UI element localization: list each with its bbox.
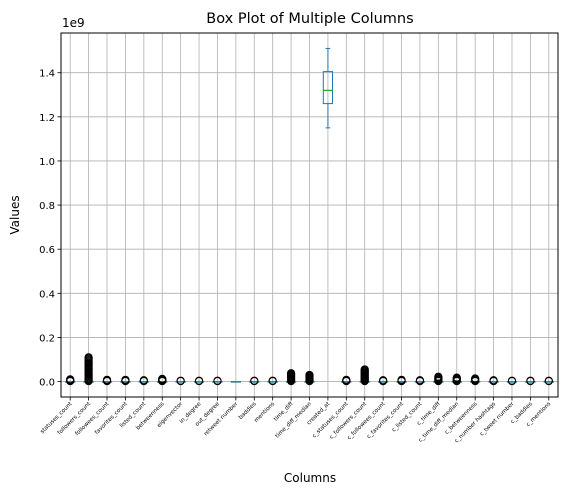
y-tick-label: 1.4 <box>39 69 55 80</box>
box-22 <box>470 374 481 386</box>
box-13 <box>304 370 315 386</box>
plot-area <box>60 32 559 398</box>
box-body <box>322 71 334 105</box>
flier-point <box>268 376 277 385</box>
box-6 <box>175 376 186 386</box>
grid-lines <box>61 33 558 397</box>
box-25 <box>525 376 536 386</box>
flier-point <box>342 375 351 384</box>
box-18 <box>396 375 407 386</box>
flier-point <box>471 374 480 383</box>
flier-point <box>121 375 130 384</box>
flier-point <box>84 353 93 362</box>
box-11 <box>267 376 278 386</box>
box-4 <box>138 376 149 386</box>
box-23 <box>488 376 499 386</box>
box-2 <box>101 375 113 386</box>
x-axis-label: Columns <box>284 471 336 485</box>
flier-point <box>176 376 185 385</box>
flier-point <box>379 376 388 385</box>
y-axis-ticks: 0.0 0.2 0.4 0.6 0.8 1.0 1.2 1.4 <box>39 69 61 389</box>
flier-point <box>360 365 369 374</box>
flier-point <box>434 372 443 381</box>
box-21 <box>451 373 462 386</box>
flier-point <box>544 376 553 385</box>
y-tick-label: 0.0 <box>39 378 55 389</box>
box-14 <box>322 47 334 129</box>
flier-point <box>139 376 148 385</box>
flier-point <box>415 376 425 385</box>
box-17 <box>378 376 389 386</box>
chart-title: Box Plot of Multiple Columns <box>206 11 413 27</box>
flier-point <box>158 374 167 384</box>
box-24 <box>506 376 518 386</box>
flier-point <box>452 373 461 382</box>
box-15 <box>341 375 352 386</box>
box-7 <box>193 376 205 386</box>
flier-point <box>305 370 314 380</box>
flier-point <box>507 376 517 385</box>
box-8 <box>212 376 223 386</box>
box-1 <box>83 353 94 386</box>
box-10 <box>249 376 260 386</box>
flier-point <box>526 376 535 385</box>
box-16 <box>359 365 370 386</box>
flier-point <box>397 375 406 384</box>
y-tick-label: 1.0 <box>39 157 55 168</box>
flier-point <box>194 376 204 385</box>
box-19 <box>414 376 426 386</box>
boxes <box>65 47 554 386</box>
flier-point <box>250 376 259 385</box>
box-26 <box>543 376 554 386</box>
y-tick-label: 0.4 <box>39 289 55 300</box>
y-tick-label: 0.6 <box>39 245 55 256</box>
box-0 <box>65 375 76 386</box>
y-tick-label: 1.2 <box>39 113 55 124</box>
box-5 <box>157 374 168 386</box>
box-9 <box>230 380 241 383</box>
flier-point <box>102 375 112 384</box>
box-20 <box>433 372 444 386</box>
flier-point <box>489 376 498 385</box>
flier-point <box>66 375 75 384</box>
box-12 <box>285 369 297 386</box>
y-axis-label: Values <box>8 195 22 234</box>
y-tick-label: 0.8 <box>39 201 55 212</box>
flier-point <box>286 369 296 378</box>
y-offset-label: 1e9 <box>62 16 85 30</box>
flier-point <box>213 376 222 385</box>
y-tick-label: 0.2 <box>39 333 55 344</box>
box-3 <box>120 375 131 386</box>
